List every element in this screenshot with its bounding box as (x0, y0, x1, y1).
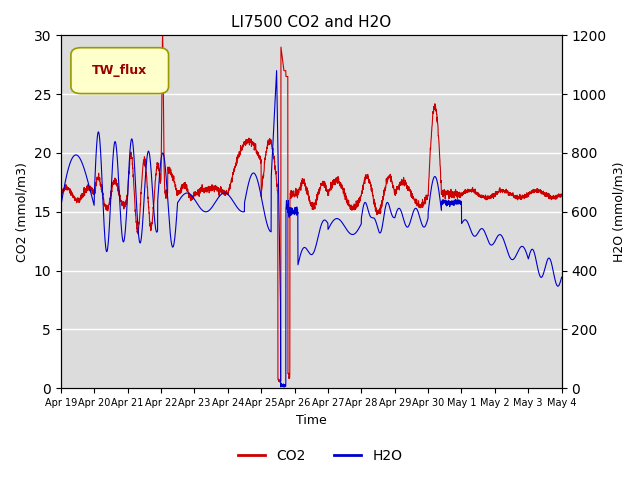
H2O (273, 68, 280, 73)
Line: H2O: H2O (61, 71, 561, 387)
FancyBboxPatch shape (71, 48, 168, 94)
H2O (280, 384, 288, 390)
CO2 (249, 140, 257, 145)
CO2 (114, 185, 122, 191)
H2O (114, 167, 122, 172)
Y-axis label: H2O (mmol/m3): H2O (mmol/m3) (612, 162, 625, 262)
CO2 (494, 190, 502, 196)
CO2 (271, 166, 278, 171)
H2O (144, 150, 152, 156)
H2O (548, 263, 556, 269)
H2O (494, 233, 502, 239)
H2O (271, 108, 278, 113)
CO2 (57, 191, 65, 196)
CO2 (276, 379, 284, 385)
H2O (249, 170, 257, 176)
CO2 (557, 193, 565, 199)
Title: LI7500 CO2 and H2O: LI7500 CO2 and H2O (231, 15, 392, 30)
Line: CO2: CO2 (61, 36, 561, 382)
H2O (557, 274, 565, 280)
Legend: CO2, H2O: CO2, H2O (232, 443, 408, 468)
CO2 (144, 193, 152, 199)
H2O (57, 203, 65, 209)
Y-axis label: CO2 (mmol/m3): CO2 (mmol/m3) (15, 162, 28, 262)
Text: TW_flux: TW_flux (92, 64, 147, 77)
CO2 (548, 195, 556, 201)
X-axis label: Time: Time (296, 414, 326, 427)
CO2 (159, 33, 166, 38)
